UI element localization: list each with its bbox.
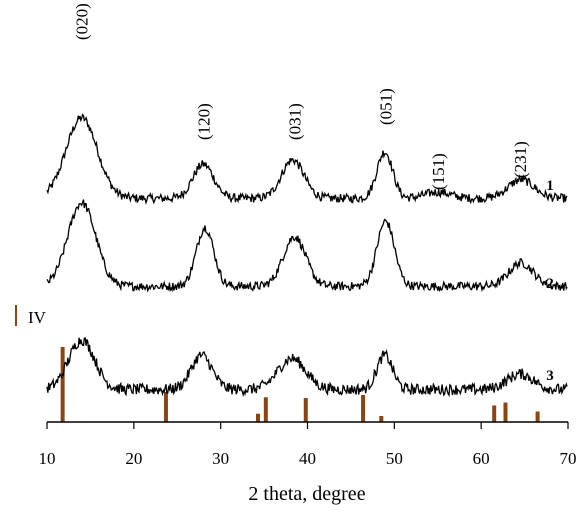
x-tick-label: 10	[39, 449, 56, 468]
peak-label: (120)	[194, 103, 213, 140]
x-tick-label: 70	[560, 449, 577, 468]
x-axis-label: 2 theta, degree	[248, 483, 365, 505]
diffraction-traces	[46, 113, 568, 398]
peak-label: (051)	[377, 88, 396, 125]
trace-label-1: 1	[546, 178, 554, 194]
x-tick-label: 30	[212, 449, 229, 468]
trace-1	[46, 113, 568, 205]
legend: IV	[15, 305, 47, 327]
legend-label-iv: IV	[28, 308, 47, 327]
trace-label-2: 2	[546, 276, 554, 292]
trace-labels: 1 2 3	[546, 178, 554, 384]
x-tick-label: 40	[299, 449, 316, 468]
x-axis-ticks: 10 20 30 40 50 60 70	[39, 422, 577, 468]
x-tick-label: 60	[473, 449, 490, 468]
trace-2	[46, 199, 568, 293]
reference-bars	[60, 347, 540, 422]
peak-label: (020)	[73, 3, 92, 40]
x-tick-label: 20	[125, 449, 142, 468]
peak-label: (031)	[285, 103, 304, 140]
trace-3	[46, 336, 568, 398]
x-tick-label: 50	[386, 449, 403, 468]
peak-label: (231)	[511, 141, 530, 178]
peak-labels: (020) (120) (031) (051) (151) (231)	[73, 3, 531, 190]
peak-label: (151)	[429, 153, 448, 190]
trace-label-3: 3	[546, 368, 554, 384]
